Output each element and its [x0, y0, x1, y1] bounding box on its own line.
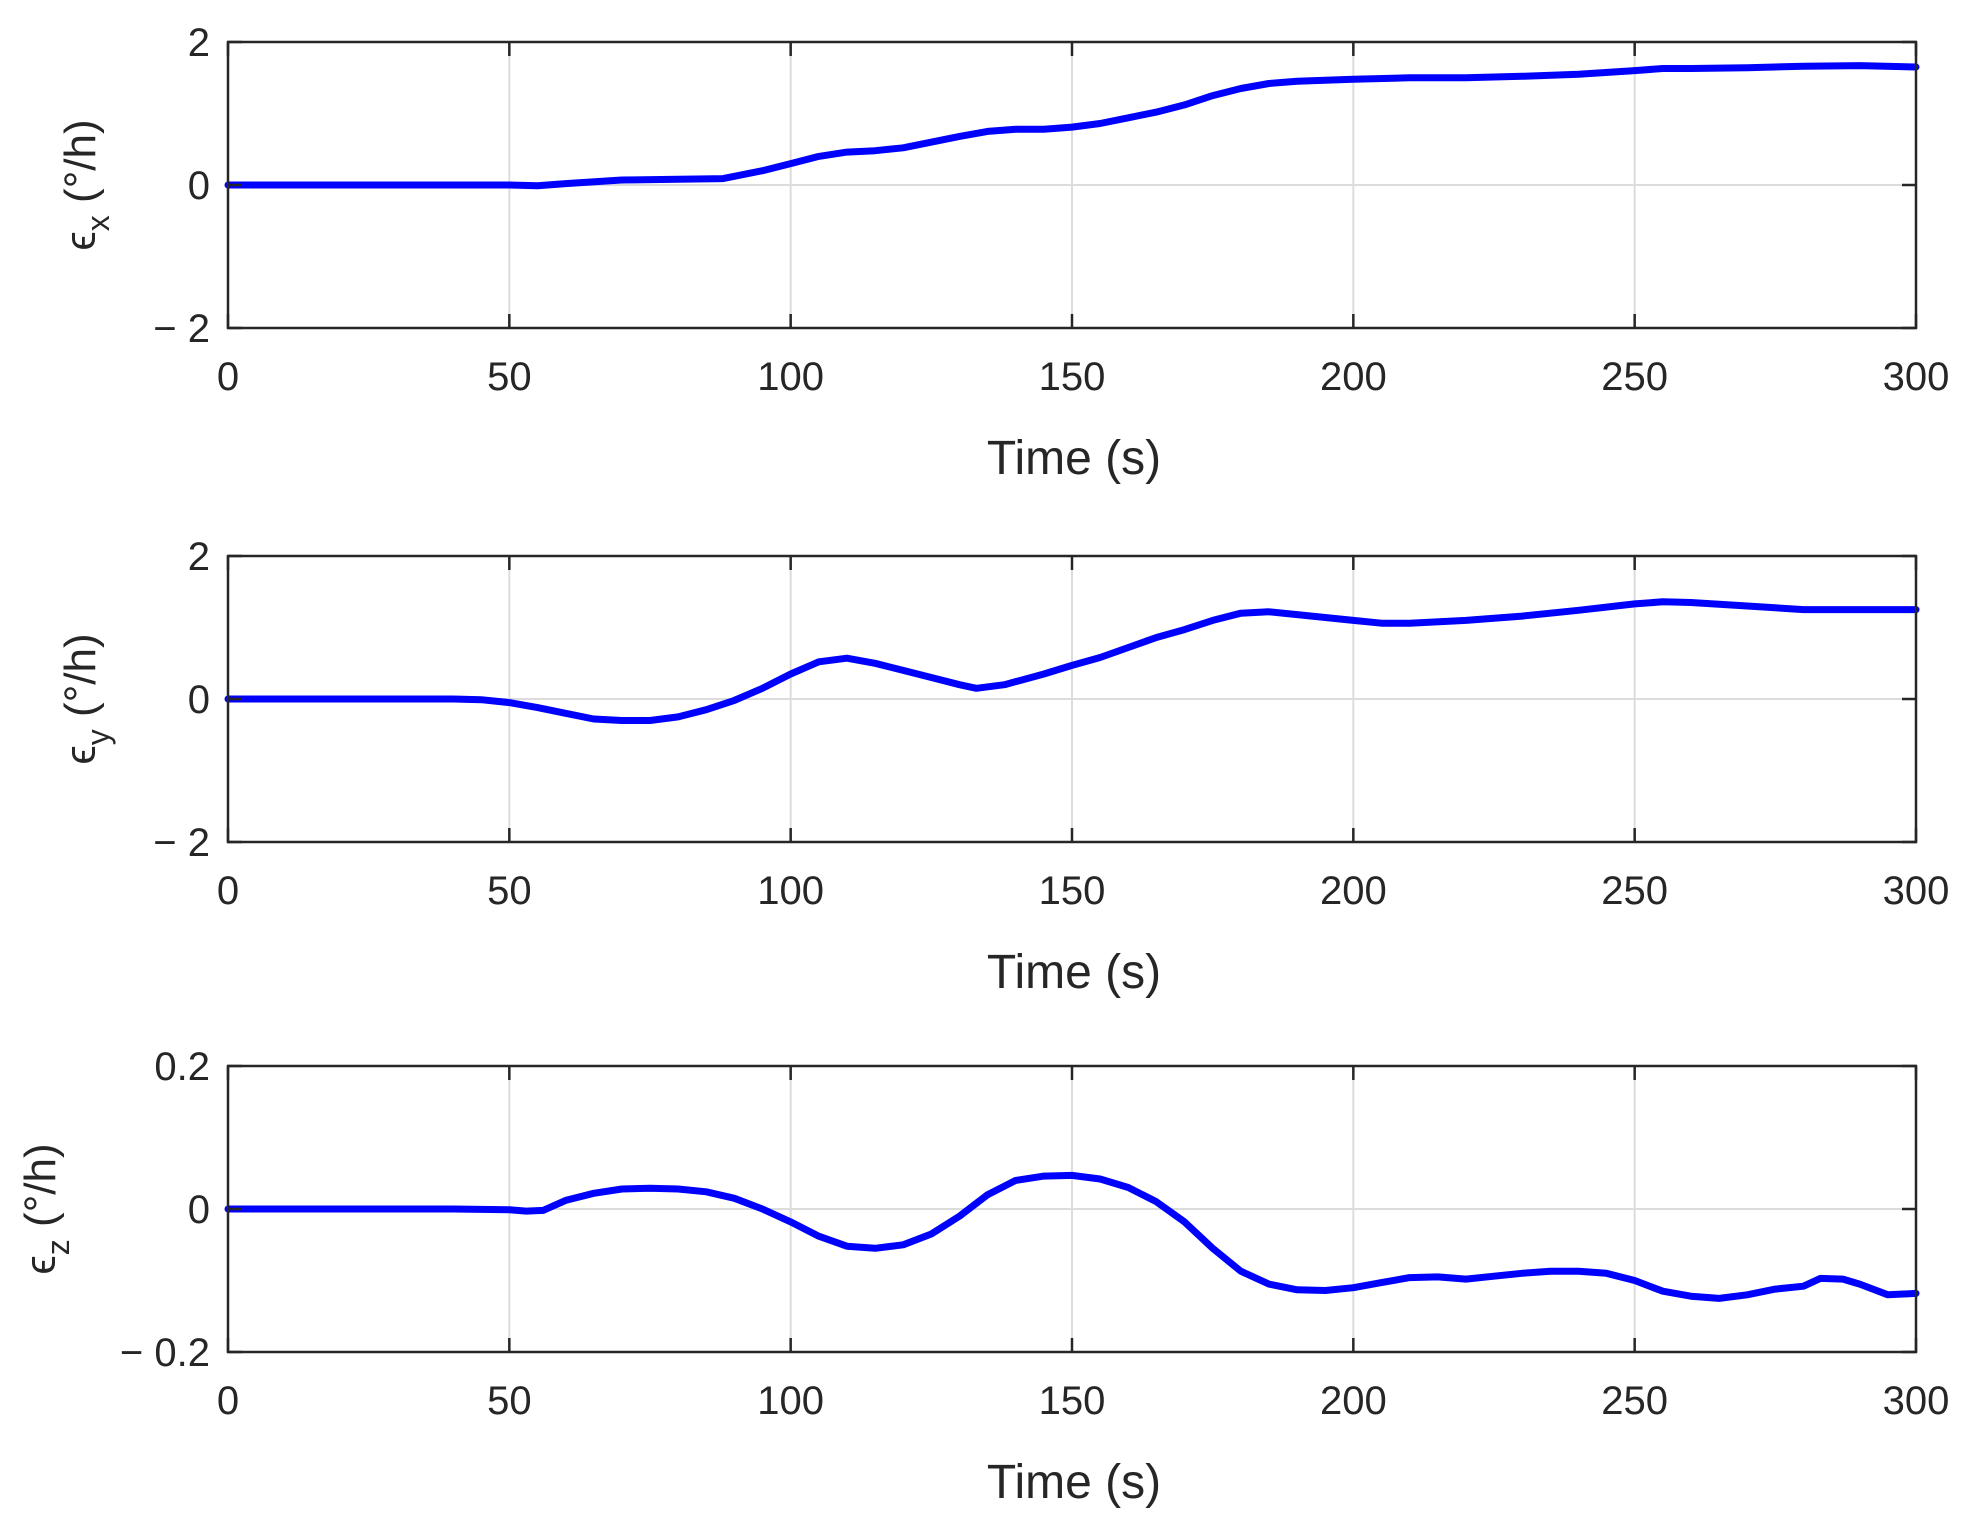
y-axis-symbol: ϵ — [16, 1255, 65, 1274]
x-tick-label: 300 — [1883, 869, 1950, 913]
y-axis-symbol: ϵ — [56, 745, 105, 764]
y-tick-label: 2 — [188, 535, 210, 579]
x-tick-label: 300 — [1883, 1379, 1950, 1423]
svg-text:ϵz (°/h): ϵz (°/h) — [16, 1143, 76, 1274]
svg-text:ϵy (°/h): ϵy (°/h) — [56, 633, 116, 764]
y-axis-unit: (°/h) — [56, 119, 105, 203]
x-tick-label: 0 — [217, 355, 239, 399]
y-tick-label: 0.2 — [154, 1045, 210, 1089]
y-axis-subscript: y — [80, 729, 116, 745]
y-axis-label: ϵy (°/h) — [56, 633, 116, 764]
x-tick-label: 200 — [1320, 869, 1387, 913]
y-tick-label: 0 — [188, 164, 210, 208]
svg-text:ϵx (°/h): ϵx (°/h) — [56, 119, 116, 250]
x-axis-label: Time (s) — [987, 1456, 1161, 1509]
x-tick-label: 250 — [1601, 869, 1668, 913]
y-tick-label: 0 — [188, 678, 210, 722]
x-tick-label: 150 — [1039, 355, 1106, 399]
y-axis-symbol: ϵ — [56, 231, 105, 250]
x-tick-label: 250 — [1601, 1379, 1668, 1423]
x-tick-label: 100 — [757, 355, 824, 399]
x-tick-label: 250 — [1601, 355, 1668, 399]
y-axis-label: ϵx (°/h) — [56, 119, 116, 250]
series-line — [224, 598, 1920, 724]
x-tick-label: 100 — [757, 1379, 824, 1423]
y-tick-label: − 2 — [153, 307, 210, 351]
x-tick-label: 150 — [1039, 869, 1106, 913]
y-tick-label: 0 — [188, 1188, 210, 1232]
series-line — [224, 62, 1920, 190]
x-axis-label: Time (s) — [987, 432, 1161, 485]
x-tick-label: 0 — [217, 869, 239, 913]
x-tick-label: 200 — [1320, 1379, 1387, 1423]
x-tick-label: 50 — [487, 1379, 532, 1423]
y-axis-subscript: z — [40, 1239, 76, 1255]
x-tick-label: 200 — [1320, 355, 1387, 399]
x-tick-label: 0 — [217, 1379, 239, 1423]
x-tick-label: 100 — [757, 869, 824, 913]
y-tick-label: 2 — [188, 21, 210, 65]
series-line — [224, 1171, 1920, 1302]
y-axis-subscript: x — [80, 215, 116, 231]
x-tick-label: 150 — [1039, 1379, 1106, 1423]
y-axis-label: ϵz (°/h) — [16, 1143, 76, 1274]
y-axis-unit: (°/h) — [16, 1143, 65, 1227]
x-axis-label: Time (s) — [987, 946, 1161, 999]
x-tick-label: 300 — [1883, 355, 1950, 399]
y-axis-unit: (°/h) — [56, 633, 105, 717]
x-tick-label: 50 — [487, 355, 532, 399]
x-tick-label: 50 — [487, 869, 532, 913]
y-tick-label: − 2 — [153, 821, 210, 865]
y-tick-label: − 0.2 — [120, 1331, 210, 1375]
